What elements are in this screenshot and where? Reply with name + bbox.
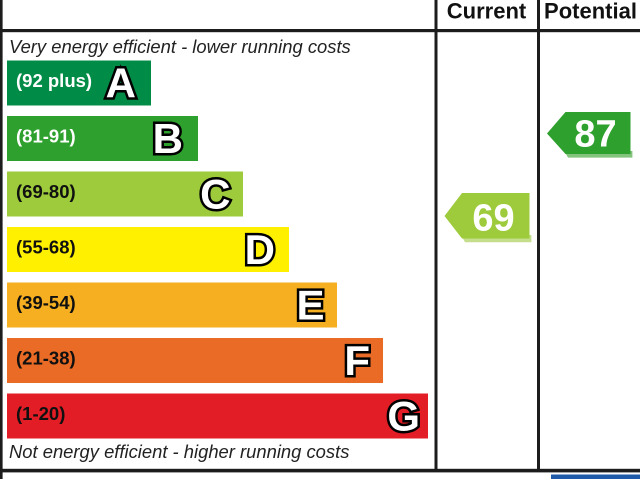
svg-text:(92 plus): (92 plus) <box>16 70 92 91</box>
svg-text:(21-38): (21-38) <box>16 348 76 369</box>
svg-text:Not energy efficient - higher: Not energy efficient - higher running co… <box>9 441 349 462</box>
svg-text:D: D <box>245 226 275 273</box>
svg-text:Current: Current <box>447 0 527 24</box>
svg-text:(55-68): (55-68) <box>16 237 76 258</box>
svg-text:(69-80): (69-80) <box>16 181 76 202</box>
svg-text:G: G <box>387 393 420 440</box>
svg-text:(81-91): (81-91) <box>16 126 76 147</box>
svg-text:Very energy efficient - lower: Very energy efficient - lower running co… <box>9 36 351 57</box>
svg-text:F: F <box>344 337 370 384</box>
svg-text:87: 87 <box>574 114 616 156</box>
svg-text:B: B <box>153 115 183 162</box>
svg-text:69: 69 <box>472 198 514 240</box>
svg-text:E: E <box>296 282 324 329</box>
svg-text:(1-20): (1-20) <box>16 403 65 424</box>
svg-text:A: A <box>106 60 136 107</box>
svg-text:C: C <box>200 171 230 218</box>
svg-text:Potential: Potential <box>544 0 637 24</box>
svg-text:(39-54): (39-54) <box>16 292 76 313</box>
